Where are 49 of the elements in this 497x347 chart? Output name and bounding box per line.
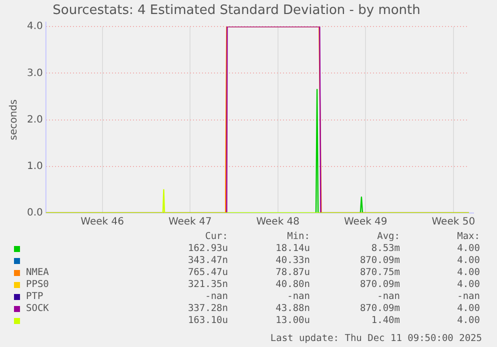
- text: Last update: Thu Dec 11 09:50:00 2025: [270, 333, 482, 344]
- x-tick-label: Week 50: [432, 216, 476, 228]
- text: 4.00: [456, 243, 480, 255]
- y-tick-label: 0.0: [26, 208, 43, 219]
- y-tick-label: 3.0: [26, 68, 43, 79]
- x-tick-label: Week 48: [256, 216, 300, 228]
- y-tick-label: 2.0: [26, 114, 43, 126]
- text: 13.00u: [274, 315, 310, 327]
- text: 4.00: [456, 255, 480, 267]
- x-tick-label: Week 49: [344, 216, 388, 228]
- y-tick-label: 1.0: [26, 160, 43, 172]
- legend-label: PPS0: [26, 279, 49, 291]
- text: 1.40m: [370, 315, 400, 327]
- text: 8.53m: [370, 243, 400, 255]
- y-axis-title: seconds: [8, 99, 20, 140]
- text: -nan: [456, 291, 480, 303]
- text: 870.09m: [358, 279, 400, 291]
- text: 4.00: [456, 279, 480, 291]
- text: Min:: [286, 231, 310, 243]
- text: 321.35n: [186, 279, 228, 291]
- text: 4.00: [456, 303, 480, 315]
- text: 162.93u: [186, 243, 228, 255]
- text: 765.47u: [186, 267, 228, 279]
- text: 4.00: [456, 267, 480, 279]
- text: 163.10u: [186, 315, 228, 327]
- text: 870.09m: [358, 255, 400, 267]
- text: -nan: [286, 291, 310, 303]
- legend-label: NMEA: [26, 267, 49, 279]
- text: Cur:: [204, 231, 228, 243]
- text: 870.75m: [358, 267, 400, 279]
- x-tick-label: Week 47: [168, 216, 212, 228]
- legend-label: PTP: [26, 291, 44, 303]
- text: 337.28n: [186, 303, 228, 315]
- text: 78.87u: [274, 267, 310, 279]
- text: 40.80n: [274, 279, 310, 291]
- x-tick-label: Week 46: [80, 216, 124, 228]
- text: 43.88n: [274, 303, 310, 315]
- legend-label: SOCK: [26, 303, 49, 315]
- text: -nan: [376, 291, 400, 303]
- text: Max:: [456, 231, 480, 243]
- text: 40.33n: [274, 255, 310, 267]
- text: Avg:: [376, 231, 400, 243]
- y-tick-label: 4.0: [26, 21, 43, 32]
- text: -nan: [204, 291, 228, 303]
- text: 4.00: [456, 315, 480, 327]
- text: 870.09m: [358, 303, 400, 315]
- text: 18.14u: [274, 243, 310, 255]
- text: 343.47n: [186, 255, 228, 267]
- chart-title: Sourcestats: 4 Estimated Standard Deviation - by month: [52, 3, 420, 18]
